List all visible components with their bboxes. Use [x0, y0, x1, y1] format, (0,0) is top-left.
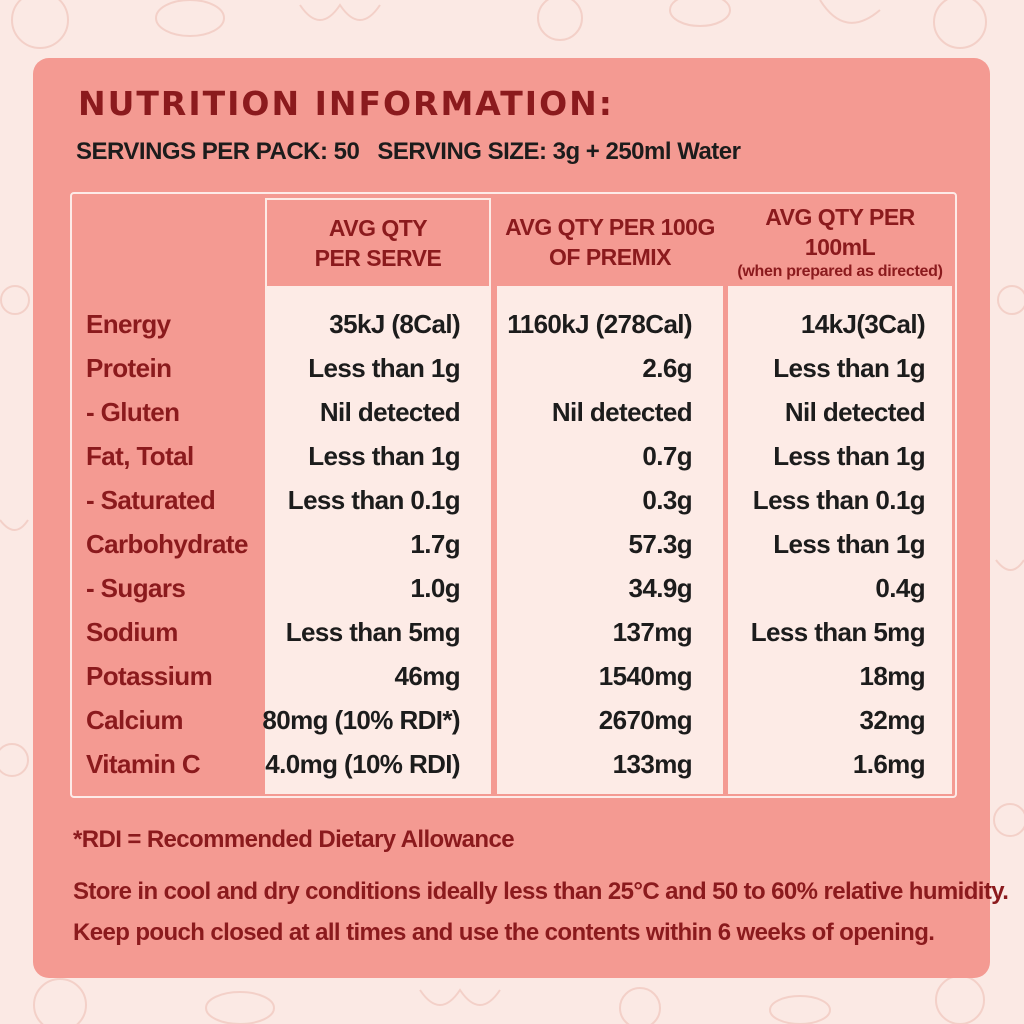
value-per-serve: Nil detected	[319, 397, 461, 427]
value-per-100g: 1540mg	[598, 661, 693, 691]
nutrient-label: Potassium	[86, 661, 213, 691]
header-per-100g: AVG QTY PER 100G OF PREMIX	[497, 198, 723, 286]
nutrient-label: Energy	[86, 309, 171, 339]
value-per-serve: 1.0g	[410, 573, 460, 603]
value-per-serve: 46mg	[394, 661, 460, 691]
value-per-100ml: Less than 1g	[773, 353, 925, 383]
value-per-serve: Less than 0.1g	[287, 485, 461, 515]
table-row: - Gluten Nil detected Nil detected Nil d…	[72, 390, 955, 434]
nutrition-title: NUTRITION INFORMATION:	[78, 84, 614, 123]
value-per-100g: 137mg	[612, 617, 693, 647]
serving-size: SERVING SIZE: 3g + 250ml Water	[377, 138, 741, 165]
table-row: Protein Less than 1g 2.6g Less than 1g	[72, 346, 955, 390]
value-per-100ml: 18mg	[859, 661, 925, 691]
nutrition-table: AVG QTY PER SERVE AVG QTY PER 100G OF PR…	[70, 192, 957, 798]
table-row: Energy 35kJ (8Cal) 1160kJ (278Cal) 14kJ(…	[72, 302, 955, 346]
value-per-serve: Less than 5mg	[285, 617, 461, 647]
servings-per-pack: SERVINGS PER PACK: 50	[76, 138, 360, 165]
value-per-serve: 4.0mg (10% RDI)	[265, 749, 460, 779]
storage-line-1: Store in cool and dry conditions ideally…	[73, 878, 1009, 905]
storage-line-2: Keep pouch closed at all times and use t…	[73, 919, 935, 946]
value-per-100ml: 0.4g	[875, 573, 925, 603]
value-per-serve: 80mg (10% RDI*)	[262, 705, 460, 735]
value-per-100ml: Less than 1g	[773, 529, 925, 559]
value-per-100g: 0.7g	[642, 441, 692, 471]
header-per-100g-line1: AVG QTY PER 100G	[505, 214, 715, 240]
header-per-100ml-line1: AVG QTY PER 100mL	[765, 204, 915, 260]
value-per-100ml: Less than 5mg	[750, 617, 926, 647]
value-per-100g: 34.9g	[628, 573, 693, 603]
value-per-100ml: 1.6mg	[852, 749, 926, 779]
nutrient-label: Calcium	[86, 705, 184, 735]
value-per-100g: Nil detected	[551, 397, 693, 427]
table-row: - Saturated Less than 0.1g 0.3g Less tha…	[72, 478, 955, 522]
table-row: Potassium 46mg 1540mg 18mg	[72, 654, 955, 698]
header-per-serve: AVG QTY PER SERVE	[265, 198, 491, 286]
value-per-100g: 2670mg	[598, 705, 693, 735]
nutrient-label: Vitamin C	[86, 749, 201, 779]
value-per-100ml: Less than 1g	[773, 441, 925, 471]
value-per-serve: 35kJ (8Cal)	[329, 309, 460, 339]
value-per-serve: Less than 1g	[308, 441, 460, 471]
header-per-100g-line2: OF PREMIX	[548, 244, 672, 270]
nutrition-panel: NUTRITION INFORMATION: SERVINGS PER PACK…	[33, 58, 1009, 978]
column-per-serve	[265, 284, 491, 794]
rdi-footnote: *RDI = Recommended Dietary Allowance	[73, 826, 515, 853]
value-per-100ml: 14kJ(3Cal)	[800, 309, 926, 339]
table-row: - Sugars 1.0g 34.9g 0.4g	[72, 566, 955, 610]
nutrient-label: - Saturated	[86, 485, 216, 515]
value-per-100ml: Less than 0.1g	[752, 485, 926, 515]
nutrient-label: - Gluten	[86, 397, 180, 427]
value-per-100g: 0.3g	[642, 485, 692, 515]
table-row: Calcium 80mg (10% RDI*) 2670mg 32mg	[72, 698, 955, 742]
value-per-serve: Less than 1g	[308, 353, 460, 383]
header-per-serve-line1: AVG QTY	[328, 215, 428, 241]
header-per-100ml: AVG QTY PER 100mL (when prepared as dire…	[728, 198, 952, 286]
table-row: Fat, Total Less than 1g 0.7g Less than 1…	[72, 434, 955, 478]
column-per-100g	[497, 198, 723, 794]
value-per-100g: 57.3g	[628, 529, 693, 559]
nutrient-label: - Sugars	[86, 573, 186, 603]
header-per-100ml-note: (when prepared as directed)	[737, 263, 943, 280]
table-row: Carbohydrate 1.7g 57.3g Less than 1g	[72, 522, 955, 566]
value-per-100g: 1160kJ (278Cal)	[507, 309, 692, 339]
value-per-100ml: 32mg	[859, 705, 925, 735]
value-per-serve: 1.7g	[410, 529, 460, 559]
value-per-100g: 133mg	[612, 749, 693, 779]
value-per-100g: 2.6g	[642, 353, 692, 383]
nutrient-label: Carbohydrate	[86, 529, 248, 559]
nutrient-label: Sodium	[86, 617, 178, 647]
header-per-serve-line2: PER SERVE	[314, 245, 442, 271]
serving-info: SERVINGS PER PACK: 50 SERVING SIZE: 3g + …	[76, 138, 741, 166]
nutrient-label: Fat, Total	[86, 441, 194, 471]
table-row: Sodium Less than 5mg 137mg Less than 5mg	[72, 610, 955, 654]
value-per-100ml: Nil detected	[784, 397, 926, 427]
column-per-100ml	[728, 198, 952, 794]
nutrient-label: Protein	[86, 353, 172, 383]
table-row: Vitamin C 4.0mg (10% RDI) 133mg 1.6mg	[72, 742, 955, 786]
